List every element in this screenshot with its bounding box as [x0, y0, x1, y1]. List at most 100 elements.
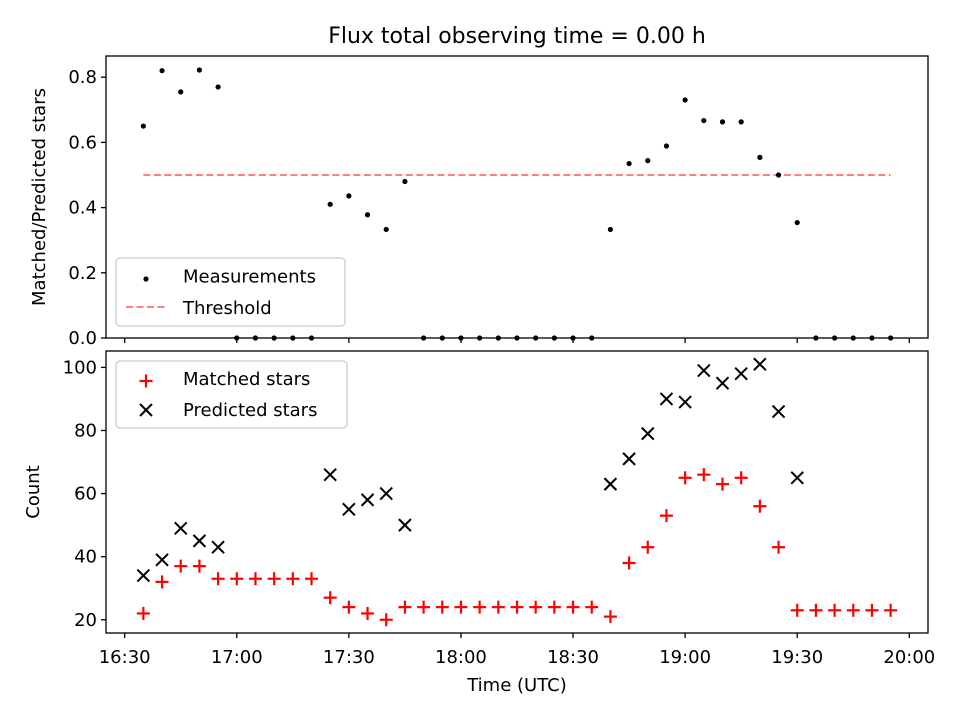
- measurement-point: [757, 154, 763, 160]
- matched-star-point: [211, 572, 225, 586]
- top-legend: Measurements Threshold: [115, 257, 346, 327]
- matched-star-point: [753, 499, 767, 513]
- predicted-star-point: [211, 540, 225, 554]
- measurement-point: [271, 335, 277, 341]
- measurement-point: [327, 201, 333, 207]
- predicted-star-point: [174, 521, 188, 535]
- chart-title: Flux total observing time = 0.00 h: [328, 24, 706, 49]
- legend-matched-label: Matched stars: [183, 369, 310, 390]
- bottom-ytick-label: 80: [74, 420, 97, 441]
- measurement-point: [682, 97, 688, 103]
- predicted-star-point: [771, 404, 786, 419]
- top-plot-marks: [140, 67, 894, 341]
- matched-star-point: [417, 600, 431, 614]
- predicted-star-point: [678, 395, 692, 409]
- measurement-point: [252, 335, 259, 341]
- measurement-point: [794, 219, 800, 226]
- matched-star-point: [267, 572, 281, 586]
- matched-star-point: [529, 600, 543, 614]
- top-ytick-label: 0.6: [68, 132, 97, 153]
- measurement-point: [869, 335, 875, 341]
- legend-predicted-marker: [139, 403, 153, 417]
- xtick-label: 18:30: [547, 647, 599, 668]
- matched-star-point: [790, 603, 804, 617]
- matched-star-point: [678, 471, 692, 485]
- measurement-point: [850, 335, 856, 341]
- bottom-y-ticks: 20 40 60 80 100: [63, 357, 106, 631]
- measurement-point: [831, 335, 838, 341]
- measurement-point: [308, 335, 315, 341]
- matched-star-point: [155, 575, 169, 589]
- matched-star-point: [174, 559, 188, 573]
- matched-star-point: [828, 603, 842, 617]
- measurement-point: [738, 119, 744, 125]
- bottom-ytick-label: 100: [63, 357, 97, 378]
- measurement-point: [196, 67, 203, 73]
- measurement-point: [439, 335, 445, 341]
- legend-matched-marker: [139, 374, 153, 388]
- measurement-point: [420, 335, 427, 341]
- predicted-star-point: [603, 477, 618, 491]
- matched-star-point: [884, 603, 898, 617]
- matched-star-point: [323, 591, 337, 605]
- measurement-point: [364, 212, 371, 218]
- predicted-star-point: [379, 486, 393, 501]
- xtick-label: 17:30: [323, 647, 375, 668]
- measurement-point: [290, 335, 296, 341]
- predicted-star-point: [360, 493, 375, 507]
- bottom-plot-marks: [136, 357, 898, 627]
- top-ytick-label: 0.8: [68, 67, 97, 88]
- top-panel: Matched/Predicted stars 0.00.20.40.60.8 …: [29, 55, 929, 349]
- measurement-point: [514, 335, 520, 341]
- x-axis-label: Time (UTC): [466, 675, 567, 696]
- measurement-point: [402, 178, 408, 185]
- matched-star-point: [435, 600, 449, 614]
- matched-star-point: [398, 600, 412, 614]
- bottom-ytick-label: 60: [74, 484, 97, 505]
- xtick-label: 19:00: [659, 647, 711, 668]
- bottom-legend: Matched stars Predicted stars: [115, 360, 348, 429]
- measurement-point: [645, 158, 651, 164]
- matched-star-point: [641, 540, 655, 554]
- bottom-ytick-label: 40: [74, 547, 97, 568]
- matched-star-point: [230, 572, 244, 586]
- top-ytick-label: 0.2: [68, 263, 97, 284]
- matched-star-point: [136, 606, 150, 620]
- measurement-point: [607, 226, 614, 233]
- measurement-point: [495, 335, 501, 341]
- matched-star-point: [697, 468, 711, 482]
- matched-star-point: [566, 600, 580, 614]
- measurement-point: [551, 335, 557, 341]
- matched-star-point: [622, 556, 636, 570]
- top-legend-box: [115, 257, 346, 327]
- predicted-star-point: [697, 363, 711, 378]
- measurement-point: [178, 89, 184, 95]
- top-y-ticks: 0.0 0.2 0.4 0.6 0.8: [68, 67, 106, 349]
- matched-star-point: [305, 572, 318, 586]
- matched-star-point: [248, 572, 262, 586]
- matched-star-point: [192, 559, 206, 573]
- measurement-point: [458, 335, 464, 341]
- matched-star-point: [716, 477, 729, 491]
- matched-star-point: [772, 540, 786, 554]
- predicted-star-point: [753, 357, 767, 371]
- measurement-point: [215, 84, 221, 90]
- matched-star-point: [454, 600, 468, 614]
- xtick-label: 18:00: [435, 647, 487, 668]
- predicted-star-point: [622, 452, 636, 466]
- top-ytick-label: 0.0: [68, 328, 97, 349]
- predicted-star-point: [659, 392, 674, 406]
- measurement-point: [589, 335, 595, 341]
- matched-star-point: [342, 600, 356, 614]
- measurement-point: [626, 160, 632, 167]
- bottom-legend-box: [115, 360, 348, 429]
- legend-measurements-marker: [143, 276, 149, 282]
- measurement-point: [159, 68, 165, 74]
- measurement-point: [663, 143, 670, 149]
- matched-star-point: [510, 600, 524, 614]
- matched-star-point: [734, 471, 748, 485]
- top-ytick-label: 0.4: [68, 198, 97, 219]
- measurement-point: [383, 226, 389, 233]
